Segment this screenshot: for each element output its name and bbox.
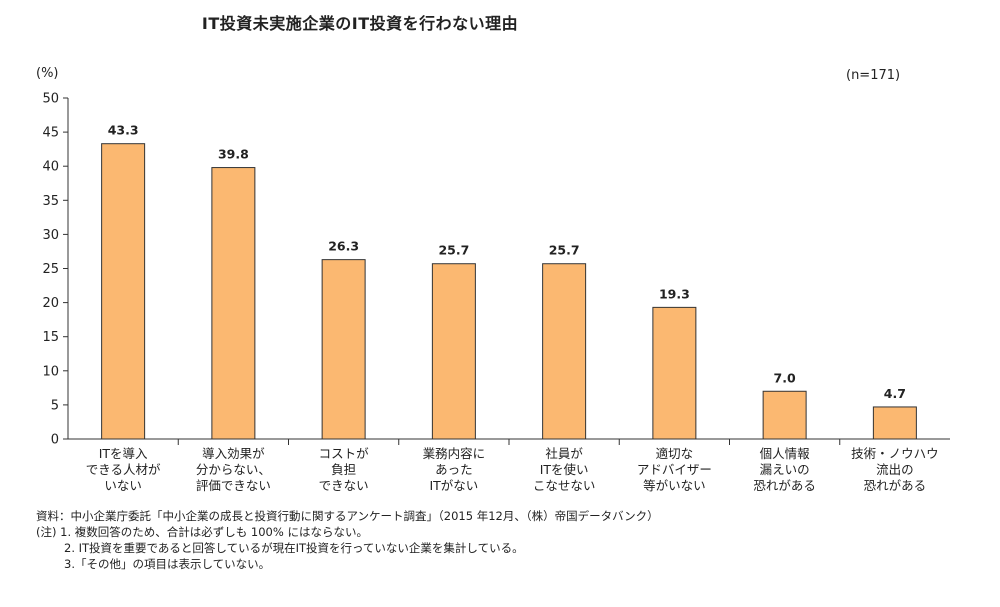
bar bbox=[652, 306, 697, 440]
x-category-label: ITを導入 bbox=[99, 446, 148, 461]
note-3: 3.「その他」の項目は表示していない。 bbox=[64, 557, 271, 571]
x-category-label: 導入効果が bbox=[202, 446, 265, 461]
x-category-label: 適切な bbox=[656, 446, 694, 461]
x-category-label: 漏えいの bbox=[760, 462, 810, 477]
bar-value-label: 39.8 bbox=[218, 147, 249, 162]
y-tick-label: 5 bbox=[51, 398, 59, 413]
x-category-label: あった bbox=[435, 462, 473, 477]
y-tick-label: 15 bbox=[42, 330, 59, 345]
x-category-label: 等がいない bbox=[643, 478, 706, 493]
x-category-label: 流出の bbox=[876, 462, 914, 477]
bar-value-label: 19.3 bbox=[659, 286, 690, 301]
x-category-label: 恐れがある bbox=[864, 478, 927, 493]
bar bbox=[211, 167, 256, 440]
x-category-label: アドバイザー bbox=[637, 462, 712, 477]
source-note: 資料：中小企業庁委託「中小企業の成長と投資行動に関するアンケート調査」（2015… bbox=[36, 509, 659, 523]
x-category-label: 個人情報 bbox=[760, 446, 811, 461]
bar bbox=[872, 406, 917, 440]
chart-notes: 資料：中小企業庁委託「中小企業の成長と投資行動に関するアンケート調査」（2015… bbox=[36, 508, 659, 572]
x-category-label: できる人材が bbox=[86, 462, 161, 477]
x-category-label: 評価できない bbox=[196, 478, 271, 493]
y-tick-label: 10 bbox=[42, 364, 59, 379]
x-category-label: ITを使い bbox=[540, 462, 589, 477]
bar bbox=[101, 143, 146, 440]
bar bbox=[431, 263, 476, 440]
bar-value-label: 25.7 bbox=[549, 243, 580, 258]
bar-value-label: 26.3 bbox=[328, 239, 359, 254]
bar-value-label: 25.7 bbox=[438, 243, 469, 258]
x-category-label: 業務内容に bbox=[423, 446, 486, 461]
bar bbox=[762, 390, 807, 440]
x-category-label: 負担 bbox=[331, 462, 356, 477]
x-category-label: 分からない、 bbox=[196, 462, 271, 477]
bar-value-label: 43.3 bbox=[108, 123, 139, 138]
y-tick-label: 35 bbox=[42, 194, 59, 209]
note-2: 2. IT投資を重要であると回答しているが現在IT投資を行っていない企業を集計し… bbox=[64, 541, 524, 555]
y-tick-label: 50 bbox=[42, 92, 59, 107]
x-category-label: 恐れがある bbox=[753, 478, 816, 493]
bar-value-label: 7.0 bbox=[774, 370, 796, 385]
note-1: (注) 1. 複数回答のため、合計は必ずしも 100% にはならない。 bbox=[36, 525, 368, 539]
x-category-label: コストが bbox=[319, 446, 370, 461]
x-category-label: 社員が bbox=[545, 446, 583, 461]
y-tick-label: 25 bbox=[42, 262, 59, 277]
sample-size-label: (n=171) bbox=[846, 68, 901, 83]
bar bbox=[542, 263, 587, 440]
y-tick-label: 45 bbox=[42, 126, 59, 141]
chart-title: IT投資未実施企業のIT投資を行わない理由 bbox=[201, 14, 519, 33]
x-category-label: いない bbox=[104, 478, 142, 493]
x-category-label: こなせない bbox=[533, 478, 596, 493]
x-category-label: ITがない bbox=[429, 478, 478, 493]
bar bbox=[321, 259, 366, 440]
y-tick-label: 30 bbox=[42, 228, 59, 243]
x-category-label: 技術・ノウハウ bbox=[851, 446, 939, 461]
y-tick-label: 0 bbox=[51, 433, 59, 448]
y-tick-label: 20 bbox=[42, 296, 59, 311]
y-tick-label: 40 bbox=[42, 160, 59, 175]
x-category-label: できない bbox=[319, 478, 369, 493]
bar-value-label: 4.7 bbox=[884, 386, 906, 401]
y-axis-unit-label: (%) bbox=[36, 66, 59, 81]
